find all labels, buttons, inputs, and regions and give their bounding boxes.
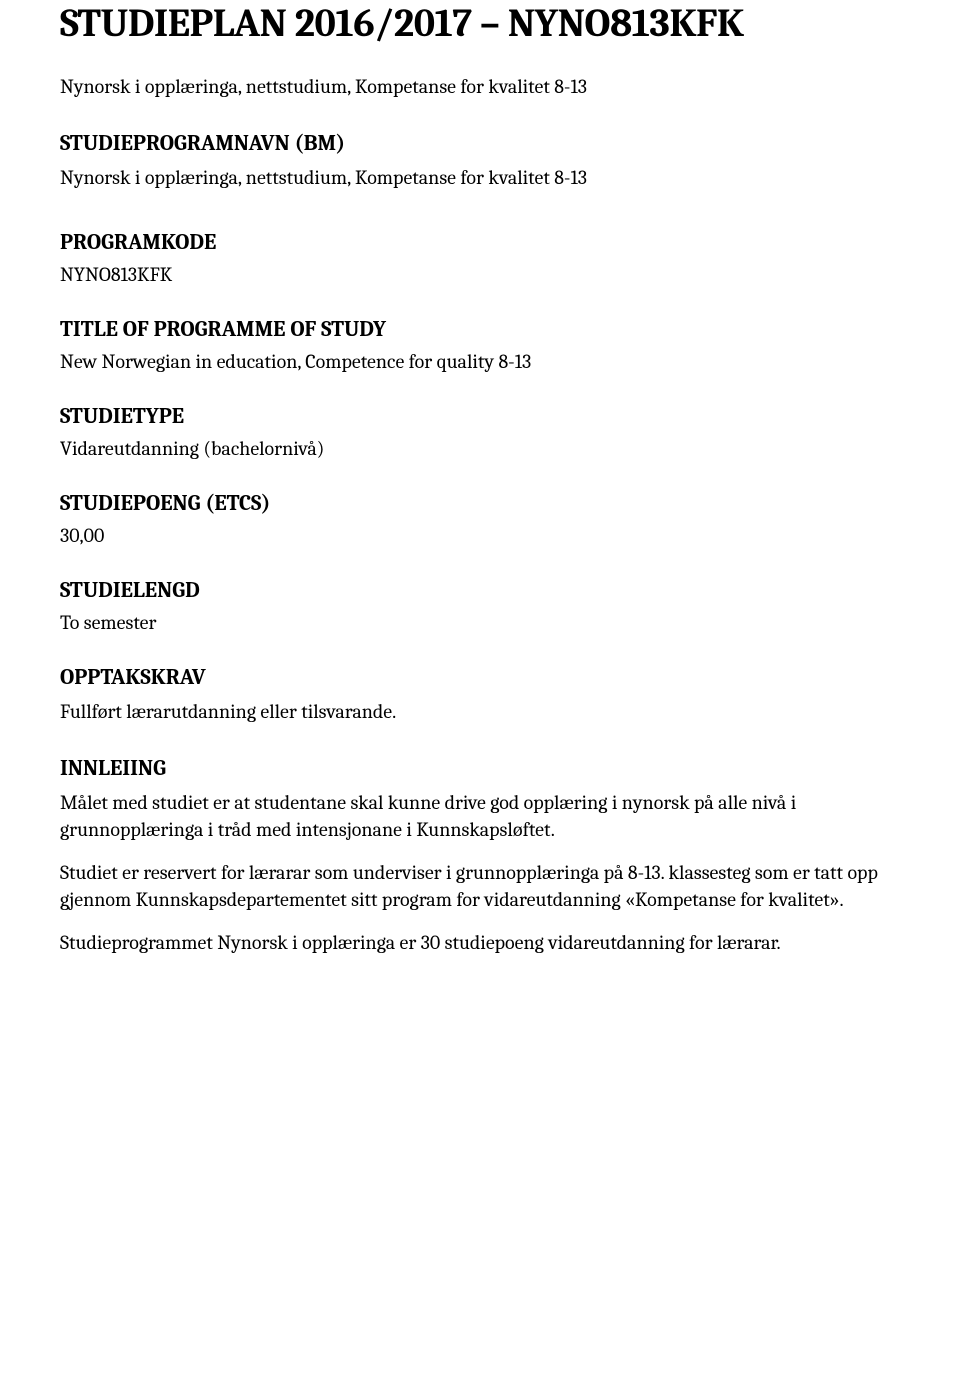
heading-title-of-programme: TITLE OF PROGRAMME OF STUDY [60,316,900,342]
value-title-of-programme: New Norwegian in education, Competence f… [60,350,900,373]
innleiing-paragraph-1: Målet med studiet er at studentane skal … [60,789,900,843]
page-title: STUDIEPLAN 2016/2017 – NYNO813KFK [60,0,900,46]
innleiing-paragraph-2: Studiet er reservert for lærarar som und… [60,859,900,913]
innleiing-paragraph-3: Studieprogrammet Nynorsk i opplæringa er… [60,929,900,956]
heading-opptakskrav: OPPTAKSKRAV [60,664,900,690]
heading-programkode: PROGRAMKODE [60,229,900,255]
value-opptakskrav: Fullført lærarutdanning eller tilsvarand… [60,698,900,725]
value-studietype: Vidareutdanning (bachelornivå) [60,437,900,460]
value-studielengd: To semester [60,611,900,634]
value-programkode: NYNO813KFK [60,263,900,286]
heading-studieprogramnavn: STUDIEPROGRAMNAVN (BM) [60,130,900,156]
heading-studiepoeng: STUDIEPOENG (ETCS) [60,490,900,516]
value-studieprogramnavn: Nynorsk i opplæringa, nettstudium, Kompe… [60,164,900,191]
value-studiepoeng: 30,00 [60,524,900,547]
page-subtitle: Nynorsk i opplæringa, nettstudium, Kompe… [60,74,900,100]
heading-innleiing: INNLEIING [60,755,900,781]
heading-studielengd: STUDIELENGD [60,577,900,603]
heading-studietype: STUDIETYPE [60,403,900,429]
